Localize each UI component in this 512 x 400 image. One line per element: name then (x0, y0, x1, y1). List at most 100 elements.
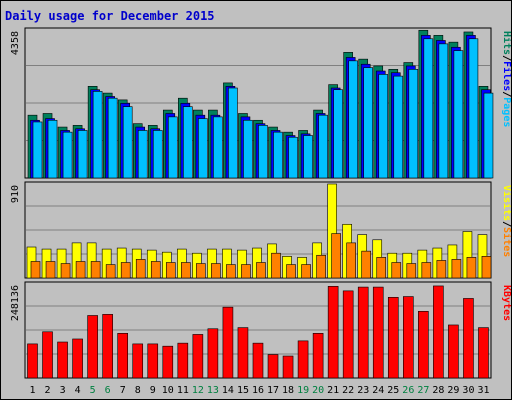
bar-pages (77, 130, 88, 179)
bar-kbytes (282, 355, 294, 379)
bar-pages (183, 106, 193, 179)
x-tick-label: 28 (432, 385, 444, 396)
x-tick-label: 19 (297, 385, 309, 396)
x-tick-label: 7 (120, 385, 126, 396)
bar-sites (286, 264, 296, 279)
bar-pages (363, 67, 374, 179)
bar-sites (181, 262, 191, 279)
x-tick-label: 9 (150, 385, 156, 396)
bar-kbytes (177, 342, 189, 379)
bar-pages (107, 97, 118, 179)
x-tick-label: 17 (267, 385, 279, 396)
bar-kbytes (372, 286, 384, 379)
bar-kbytes (222, 306, 234, 379)
x-tick-label: 13 (207, 385, 219, 396)
bar-kbytes (57, 341, 68, 379)
bar-kbytes (387, 297, 399, 379)
bar-pages (393, 75, 404, 179)
bar-pages (62, 131, 73, 179)
x-tick-label: 4 (75, 385, 81, 396)
bar-kbytes (72, 338, 83, 379)
bar-kbytes (42, 331, 53, 379)
x-tick-label: 15 (237, 385, 249, 396)
bar-kbytes (342, 290, 354, 379)
bar-kbytes (478, 327, 489, 379)
x-tick-label: 3 (60, 385, 66, 396)
bar-pages (468, 38, 479, 179)
right-axis-label-segment: Files (501, 61, 511, 91)
bar-pages (167, 116, 178, 179)
x-tick-label: 16 (252, 385, 264, 396)
bar-pages (92, 91, 103, 179)
x-tick-label: 26 (402, 385, 414, 396)
bar-kbytes (207, 328, 219, 379)
bar-sites (75, 261, 86, 279)
bar-pages (378, 74, 389, 179)
bar-sites (165, 262, 176, 279)
bar-pages (303, 135, 313, 179)
bar-kbytes (162, 345, 174, 379)
x-tick-label: 12 (192, 385, 204, 396)
bar-sites (256, 262, 266, 279)
bar-pages (47, 119, 58, 179)
right-axis-label-segment: Sites (501, 227, 511, 257)
x-tick-label: 2 (45, 385, 51, 396)
right-axis-label-segment: / (501, 221, 511, 227)
x-tick-label: 11 (177, 385, 189, 396)
right-axis-label-segment: Hits (501, 31, 511, 55)
bar-kbytes (27, 343, 38, 379)
bar-kbytes (237, 327, 249, 379)
x-tick-label: 27 (417, 385, 429, 396)
bar-sites (481, 256, 492, 279)
x-tick-label: 10 (162, 385, 174, 396)
bar-sites (271, 252, 281, 279)
bar-sites (241, 264, 251, 279)
bar-sites (391, 262, 402, 279)
bar-pages (32, 121, 43, 179)
right-axis-label-kbytes: KBytes (501, 285, 511, 321)
bar-pages (137, 130, 148, 179)
bar-sites (361, 250, 372, 279)
bar-kbytes (418, 311, 429, 379)
bar-kbytes (252, 342, 264, 379)
bar-pages (152, 130, 163, 179)
bar-kbytes (403, 296, 414, 379)
chart-title: Daily usage for December 2015 (5, 9, 215, 23)
x-tick-label: 25 (387, 385, 399, 396)
bar-sites (406, 263, 417, 279)
x-tick-label: 23 (357, 385, 369, 396)
bar-sites (376, 257, 387, 279)
bar-sites (45, 261, 56, 279)
bar-sites (60, 263, 71, 279)
bar-sites (120, 262, 131, 279)
bar-pages (333, 89, 343, 179)
bar-kbytes (327, 286, 339, 379)
bar-pages (198, 118, 208, 179)
bar-pages (483, 92, 494, 179)
bar-kbytes (102, 314, 113, 379)
bar-sites (436, 260, 447, 279)
bar-sites (226, 264, 236, 279)
bar-pages (348, 60, 358, 179)
x-tick-label: 18 (282, 385, 294, 396)
bar-kbytes (448, 324, 459, 379)
bar-sites (90, 261, 101, 279)
bar-kbytes (147, 343, 159, 379)
x-tick-label: 5 (90, 385, 96, 396)
bar-pages (438, 43, 449, 179)
right-axis-label-segment: KBytes (501, 285, 511, 321)
x-tick-label: 14 (222, 385, 234, 396)
x-tick-label: 30 (462, 385, 474, 396)
x-tick-label: 20 (312, 385, 324, 396)
right-axis-label-segment: Visits (501, 185, 511, 221)
bar-pages (213, 116, 223, 179)
x-tick-label: 21 (327, 385, 339, 396)
bar-sites (421, 262, 432, 279)
bar-pages (423, 38, 434, 179)
bar-pages (122, 106, 133, 179)
bar-sites (466, 257, 477, 279)
bar-sites (331, 233, 341, 279)
bar-kbytes (87, 315, 98, 379)
